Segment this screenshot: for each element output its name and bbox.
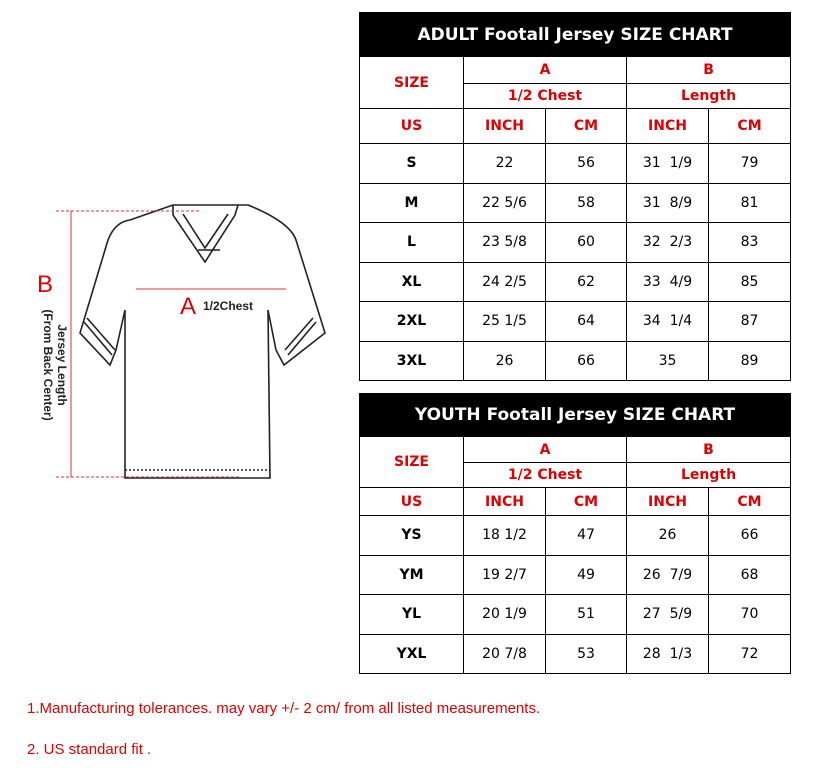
- unit-header: US: [359, 108, 464, 144]
- measurement-cell: 25 1/5: [463, 301, 546, 342]
- unit-header: INCH: [626, 487, 709, 516]
- unit-header: CM: [545, 487, 627, 516]
- size-cell: L: [359, 222, 464, 263]
- col-b-header: B: [625, 56, 792, 84]
- measurement-cell: 87: [707, 301, 792, 342]
- unit-header: CM: [707, 487, 792, 516]
- size-cell: YS: [359, 515, 464, 556]
- measurement-cell: 49: [545, 554, 627, 595]
- table-row: 3XL 26 66 35 89: [359, 340, 792, 381]
- measurement-cell: 72: [707, 633, 792, 674]
- adult-chart-title: ADULT Footall Jersey SIZE CHART: [358, 12, 792, 57]
- table-row: M 22 5/6 58 31 8/9 81: [359, 182, 792, 223]
- measurement-cell: 89: [707, 340, 792, 381]
- unit-header: CM: [545, 108, 627, 144]
- measurement-cell: 22: [463, 143, 546, 184]
- measurement-cell: 35: [626, 340, 709, 381]
- measurement-cell: 34 1/4: [626, 301, 709, 342]
- measurement-cell: 20 7/8: [463, 633, 546, 674]
- table-row: XL 24 2/5 62 33 4/9 85: [359, 261, 792, 302]
- measurement-cell: 28 1/3: [626, 633, 709, 674]
- col-b-subheader: Length: [625, 462, 792, 488]
- measurement-cell: 31 8/9: [626, 182, 709, 223]
- size-cell: YL: [359, 594, 464, 635]
- measurement-cell: 31 1/9: [626, 143, 709, 184]
- measurement-cell: 33 4/9: [626, 261, 709, 302]
- adult-size-chart: ADULT Footall Jersey SIZE CHART SIZE A B…: [358, 12, 792, 381]
- size-cell: 3XL: [359, 340, 464, 381]
- measurement-cell: 47: [545, 515, 627, 556]
- col-a-header: A: [463, 436, 627, 463]
- measurement-cell: 60: [545, 222, 627, 263]
- measurement-cell: 27 5/9: [626, 594, 709, 635]
- youth-chart-title: YOUTH Footall Jersey SIZE CHART: [358, 393, 792, 437]
- table-row: YXL 20 7/8 53 28 1/3 72: [359, 633, 792, 674]
- measurement-cell: 24 2/5: [463, 261, 546, 302]
- table-row: S 22 56 31 1/9 79: [359, 143, 792, 184]
- size-header: SIZE: [359, 436, 464, 488]
- measurement-cell: 58: [545, 182, 627, 223]
- measurement-cell: 26: [626, 515, 709, 556]
- note-tolerance: 1.Manufacturing tolerances. may vary +/-…: [27, 700, 541, 717]
- measurement-cell: 32 2/3: [626, 222, 709, 263]
- measurement-cell: 20 1/9: [463, 594, 546, 635]
- measurement-cell: 66: [707, 515, 792, 556]
- size-cell: 2XL: [359, 301, 464, 342]
- col-a-subheader: 1/2 Chest: [463, 83, 627, 109]
- measurement-cell: 79: [707, 143, 792, 184]
- measurement-cell: 51: [545, 594, 627, 635]
- length-label-line2: (From Back Center): [41, 309, 55, 420]
- table-row: YL 20 1/9 51 27 5/9 70: [359, 594, 792, 635]
- measurement-cell: 56: [545, 143, 627, 184]
- size-header: SIZE: [359, 56, 464, 109]
- unit-header: CM: [707, 108, 792, 144]
- jersey-outline: [79, 204, 326, 479]
- col-a-header: A: [463, 56, 627, 84]
- table-row: YS 18 1/2 47 26 66: [359, 515, 792, 556]
- size-cell: YM: [359, 554, 464, 595]
- measurement-cell: 19 2/7: [463, 554, 546, 595]
- measurement-cell: 81: [707, 182, 792, 223]
- table-row: YM 19 2/7 49 26 7/9 68: [359, 554, 792, 595]
- measurement-cell: 22 5/6: [463, 182, 546, 223]
- measurement-cell: 18 1/2: [463, 515, 546, 556]
- measurement-cell: 70: [707, 594, 792, 635]
- measurement-cell: 85: [707, 261, 792, 302]
- col-b-subheader: Length: [625, 83, 792, 109]
- size-cell: M: [359, 182, 464, 223]
- measurement-cell: 68: [707, 554, 792, 595]
- jersey-diagram: B A 1/2Chest Jersey Length (From Back Ce…: [37, 204, 326, 479]
- label-a: A: [180, 293, 196, 320]
- length-label-line1: Jersey Length: [55, 324, 69, 405]
- measurement-cell: 83: [707, 222, 792, 263]
- unit-header: INCH: [463, 487, 546, 516]
- col-a-subheader: 1/2 Chest: [463, 462, 627, 488]
- measurement-cell: 64: [545, 301, 627, 342]
- unit-header: INCH: [626, 108, 709, 144]
- table-row: L 23 5/8 60 32 2/3 83: [359, 222, 792, 263]
- size-cell: YXL: [359, 633, 464, 674]
- note-fit: 2. US standard fit .: [27, 741, 152, 758]
- measurement-cell: 26 7/9: [626, 554, 709, 595]
- label-a-text: 1/2Chest: [203, 299, 253, 313]
- table-row: 2XL 25 1/5 64 34 1/4 87: [359, 301, 792, 342]
- measurement-cell: 62: [545, 261, 627, 302]
- measurement-cell: 53: [545, 633, 627, 674]
- size-cell: S: [359, 143, 464, 184]
- col-b-header: B: [625, 436, 792, 463]
- label-b: B: [37, 271, 53, 298]
- measurement-cell: 23 5/8: [463, 222, 546, 263]
- unit-header: INCH: [463, 108, 546, 144]
- measurement-cell: 66: [545, 340, 627, 381]
- unit-header: US: [359, 487, 464, 516]
- measurement-cell: 26: [463, 340, 546, 381]
- youth-size-chart: YOUTH Footall Jersey SIZE CHART SIZE A B…: [358, 393, 792, 674]
- size-cell: XL: [359, 261, 464, 302]
